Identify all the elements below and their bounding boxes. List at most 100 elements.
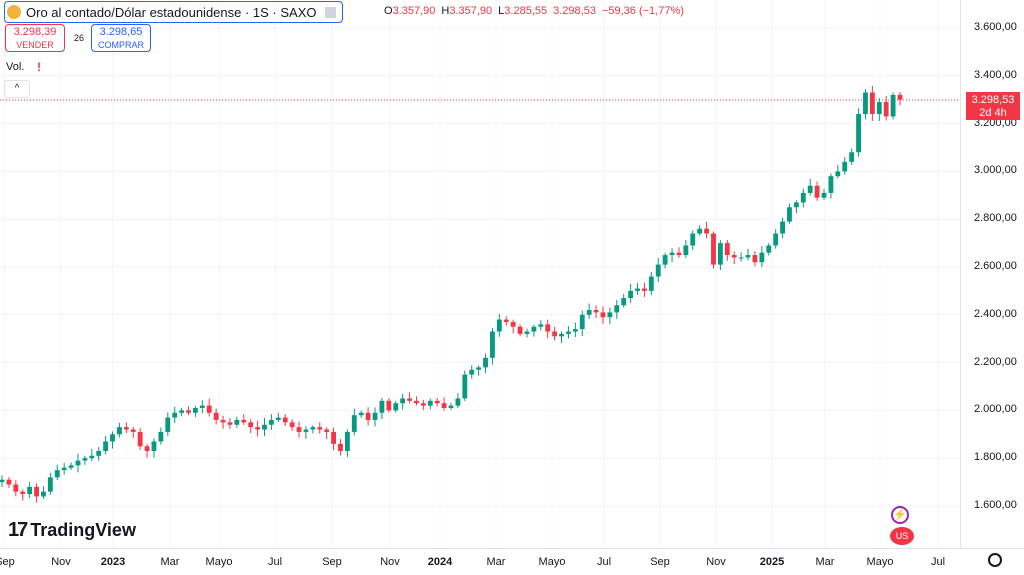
candle-body[interactable] xyxy=(780,221,785,234)
candle-body[interactable] xyxy=(662,255,668,265)
candle-body[interactable] xyxy=(179,410,185,413)
candle-body[interactable] xyxy=(158,431,164,442)
candle-body[interactable] xyxy=(835,171,841,177)
candle-body[interactable] xyxy=(828,176,834,193)
candle-body[interactable] xyxy=(572,329,578,332)
candle-body[interactable] xyxy=(296,427,302,432)
candle-body[interactable] xyxy=(856,114,861,153)
candle-body[interactable] xyxy=(641,288,647,291)
candle-body[interactable] xyxy=(724,243,730,256)
candle-body[interactable] xyxy=(234,419,240,425)
candle-body[interactable] xyxy=(68,465,74,468)
candle-body[interactable] xyxy=(455,398,461,406)
candle-body[interactable] xyxy=(27,486,33,495)
symbol-legend[interactable]: Oro al contado/Dólar estadounidense · 1S… xyxy=(4,1,343,23)
candle-body[interactable] xyxy=(745,255,751,258)
candle-body[interactable] xyxy=(593,310,599,313)
candle-body[interactable] xyxy=(490,331,495,358)
price-chart[interactable] xyxy=(0,0,960,548)
lightning-event-icon[interactable]: ⚡ xyxy=(891,506,909,524)
candle-body[interactable] xyxy=(47,477,53,492)
volume-legend[interactable]: Vol. xyxy=(6,61,25,73)
candle-body[interactable] xyxy=(538,324,544,327)
candle-body[interactable] xyxy=(220,419,226,423)
candle-body[interactable] xyxy=(621,298,627,306)
candle-body[interactable] xyxy=(531,326,537,332)
sell-button[interactable]: 3.298,39 VENDER xyxy=(5,24,65,52)
candle-body[interactable] xyxy=(863,92,868,115)
candle-body[interactable] xyxy=(386,400,392,411)
candle-body[interactable] xyxy=(372,412,378,420)
candle-body[interactable] xyxy=(262,424,267,430)
candle-body[interactable] xyxy=(414,400,419,404)
candle-body[interactable] xyxy=(241,419,247,423)
candle-body[interactable] xyxy=(123,427,129,430)
candle-body[interactable] xyxy=(172,412,178,418)
candle-body[interactable] xyxy=(655,264,661,277)
candle-body[interactable] xyxy=(648,276,654,291)
us-flag-event-icon[interactable]: US xyxy=(890,527,914,545)
candle-body[interactable] xyxy=(282,417,288,423)
candle-body[interactable] xyxy=(628,290,634,299)
candle-body[interactable] xyxy=(110,434,115,442)
exclamation-icon[interactable]: ! xyxy=(37,60,41,74)
candle-body[interactable] xyxy=(614,305,620,313)
candle-body[interactable] xyxy=(676,252,682,256)
candle-body[interactable] xyxy=(510,321,516,327)
candle-body[interactable] xyxy=(869,92,875,115)
candle-body[interactable] xyxy=(441,403,447,409)
candle-body[interactable] xyxy=(773,233,779,246)
candle-body[interactable] xyxy=(206,405,212,413)
candle-body[interactable] xyxy=(552,331,558,337)
candle-body[interactable] xyxy=(704,228,710,234)
candle-body[interactable] xyxy=(752,255,758,263)
candle-body[interactable] xyxy=(738,257,744,259)
candle-body[interactable] xyxy=(227,422,233,425)
candle-body[interactable] xyxy=(483,357,488,368)
candle-body[interactable] xyxy=(144,446,150,452)
candle-body[interactable] xyxy=(317,427,323,430)
candle-body[interactable] xyxy=(690,233,696,246)
candle-body[interactable] xyxy=(434,400,440,404)
candle-body[interactable] xyxy=(0,479,5,483)
tradingview-logo[interactable]: 17 TradingView xyxy=(8,519,136,542)
candle-body[interactable] xyxy=(117,427,122,435)
candle-body[interactable] xyxy=(344,431,350,452)
candle-body[interactable] xyxy=(807,185,813,193)
candle-body[interactable] xyxy=(793,202,799,208)
candle-body[interactable] xyxy=(503,319,509,322)
candle-body[interactable] xyxy=(787,207,792,222)
candle-body[interactable] xyxy=(365,412,371,420)
candle-body[interactable] xyxy=(586,310,592,315)
candle-body[interactable] xyxy=(192,408,198,413)
candle-body[interactable] xyxy=(186,410,191,413)
candle-body[interactable] xyxy=(20,491,26,495)
candle-body[interactable] xyxy=(303,429,309,432)
candle-body[interactable] xyxy=(517,326,523,334)
candle-body[interactable] xyxy=(54,470,60,478)
candle-body[interactable] xyxy=(338,443,343,452)
candle-body[interactable] xyxy=(427,400,433,406)
candle-body[interactable] xyxy=(6,479,12,485)
candle-body[interactable] xyxy=(842,161,848,172)
candle-body[interactable] xyxy=(351,415,357,432)
candle-body[interactable] xyxy=(800,192,806,203)
candle-body[interactable] xyxy=(448,405,454,409)
candle-body[interactable] xyxy=(393,403,399,411)
candle-body[interactable] xyxy=(669,252,675,256)
candle-body[interactable] xyxy=(420,403,426,406)
candle-body[interactable] xyxy=(248,422,254,428)
candle-body[interactable] xyxy=(897,94,903,100)
candle-body[interactable] xyxy=(496,319,502,332)
candle-body[interactable] xyxy=(324,429,330,432)
candle-body[interactable] xyxy=(41,491,46,497)
hide-legend-icon[interactable] xyxy=(324,6,336,18)
candle-body[interactable] xyxy=(137,431,143,447)
candle-body[interactable] xyxy=(61,467,67,471)
candle-body[interactable] xyxy=(103,441,109,452)
candle-body[interactable] xyxy=(34,486,39,497)
candle-body[interactable] xyxy=(358,412,364,416)
gear-icon[interactable] xyxy=(988,553,1002,567)
candle-body[interactable] xyxy=(130,429,136,432)
candle-body[interactable] xyxy=(814,185,820,198)
